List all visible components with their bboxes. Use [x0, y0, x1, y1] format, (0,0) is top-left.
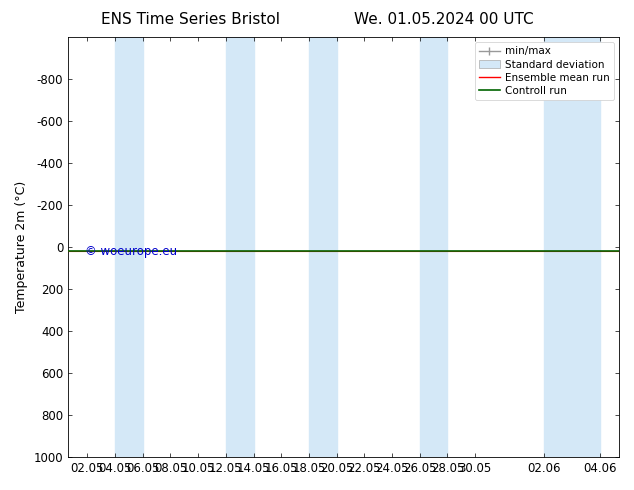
Bar — [226, 37, 254, 457]
Bar — [309, 37, 337, 457]
Text: We. 01.05.2024 00 UTC: We. 01.05.2024 00 UTC — [354, 12, 534, 27]
Text: © woeurope.eu: © woeurope.eu — [84, 245, 177, 258]
Bar — [420, 37, 448, 457]
Y-axis label: Temperature 2m (°C): Temperature 2m (°C) — [15, 181, 28, 313]
Bar — [115, 37, 143, 457]
Bar — [544, 37, 600, 457]
Legend: min/max, Standard deviation, Ensemble mean run, Controll run: min/max, Standard deviation, Ensemble me… — [475, 42, 614, 100]
Text: ENS Time Series Bristol: ENS Time Series Bristol — [101, 12, 280, 27]
